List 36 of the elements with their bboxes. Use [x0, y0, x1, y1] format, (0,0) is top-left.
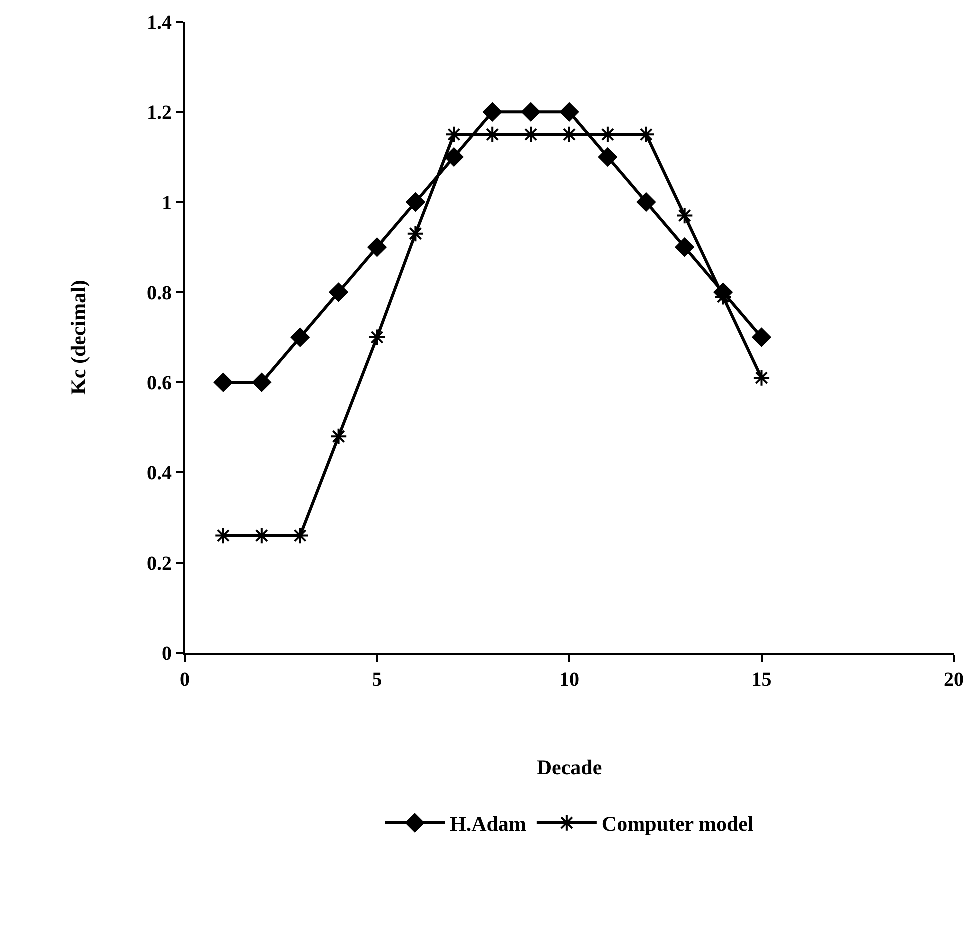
point	[483, 102, 502, 122]
y-tick-label: 0.2	[147, 552, 172, 575]
x-axis-title: Decade	[536, 756, 602, 780]
point	[676, 207, 694, 225]
point	[214, 373, 233, 392]
point	[329, 282, 348, 302]
point	[598, 148, 618, 167]
legend-label: H.Adam	[450, 812, 527, 836]
point	[444, 148, 464, 167]
point	[406, 225, 424, 243]
x-tick-label: 10	[560, 669, 580, 691]
point	[330, 428, 348, 446]
x-tick-label: 0	[180, 669, 190, 691]
y-tick-label: 1	[162, 192, 172, 214]
point	[752, 369, 771, 387]
x-tick-label: 5	[372, 669, 382, 691]
point	[522, 102, 540, 122]
y-tick-label: 0.6	[147, 372, 172, 395]
y-tick-label: 0	[162, 643, 172, 665]
legend-label: Computer model	[602, 812, 754, 836]
point	[636, 192, 656, 212]
x-tick-label: 15	[752, 669, 772, 691]
x-tick-label: 20	[944, 669, 964, 691]
point	[752, 328, 772, 347]
y-tick-label: 1.2	[147, 102, 172, 124]
point	[290, 328, 310, 347]
point	[368, 328, 386, 346]
y-tick-label: 0.8	[147, 282, 172, 304]
point	[560, 102, 579, 122]
point	[368, 238, 387, 257]
point	[252, 373, 272, 392]
point	[675, 238, 694, 257]
y-tick-label: 0.4	[147, 462, 172, 485]
y-axis-title: Kc (decimal)	[66, 280, 91, 395]
y-tick-label: 1.4	[147, 12, 172, 34]
point	[406, 192, 426, 212]
